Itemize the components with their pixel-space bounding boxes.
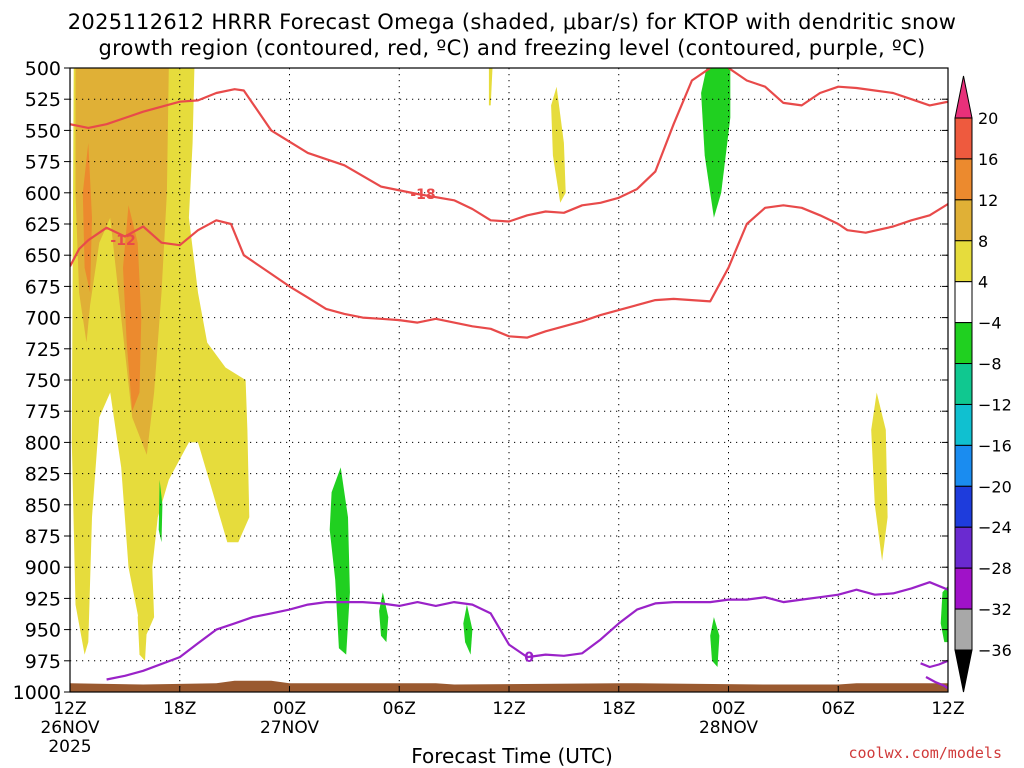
omega-region-9 <box>329 467 350 655</box>
y-tick-label-775: 775 <box>25 401 61 423</box>
chart-title-line-2: growth region (contoured, red, ºC) and f… <box>98 36 926 60</box>
dgz-contour-2 <box>70 203 948 339</box>
freezing-contour-0-label: 0 <box>524 650 534 666</box>
dgz-contour-2-label: -12 <box>110 233 135 249</box>
colorbar-label-0: 20 <box>978 109 998 128</box>
x-tick-label-1: 18Z <box>163 699 196 719</box>
grid-lines <box>70 68 948 692</box>
x-axis-title: Forecast Time (UTC) <box>411 744 613 768</box>
colorbar-swatch-7 <box>954 403 973 446</box>
x-tick-date-6: 28NOV <box>699 718 758 738</box>
x-tick-date-0: 26NOV <box>40 718 99 738</box>
x-tick-label-2: 00Z <box>273 699 306 719</box>
colorbar-label-5: −4 <box>978 314 1002 333</box>
omega-region-8 <box>701 68 731 218</box>
colorbar-swatch-8 <box>954 444 973 487</box>
y-tick-label-700: 700 <box>25 308 61 330</box>
freezing-contour-2 <box>925 676 948 690</box>
y-tick-label-900: 900 <box>25 557 61 579</box>
colorbar-swatch-0 <box>954 117 973 160</box>
credit-text: coolwx.com/models <box>848 744 1002 762</box>
x-tick-label-8: 12Z <box>931 699 964 719</box>
y-tick-label-725: 725 <box>25 339 61 361</box>
colorbar-label-1: 16 <box>978 150 998 169</box>
colorbar-swatch-12 <box>954 608 973 651</box>
omega-region-11 <box>463 604 473 655</box>
x-tick-label-5: 18Z <box>602 699 635 719</box>
y-tick-label-825: 825 <box>25 464 61 486</box>
colorbar-top-cap <box>954 75 973 119</box>
y-tick-label-525: 525 <box>25 89 61 111</box>
omega-shaded-regions <box>71 68 948 667</box>
x-tick-label-6: 00Z <box>712 699 745 719</box>
colorbar-swatch-2 <box>954 199 973 242</box>
colorbar-swatch-5 <box>954 322 973 365</box>
freezing-contour-1 <box>920 659 948 669</box>
y-tick-label-500: 500 <box>25 58 61 80</box>
x-tick-date-2: 27NOV <box>260 718 319 738</box>
colorbar-label-11: −28 <box>978 559 1012 578</box>
omega-region-4 <box>137 592 147 661</box>
y-tick-label-950: 950 <box>25 620 61 642</box>
colorbar: 20 16 12 8 4 −4 −8 −12 −16 −20 −24 −28 −32 −36 <box>954 75 1012 693</box>
y-tick-label-600: 600 <box>25 183 61 205</box>
omega-region-6 <box>123 205 142 412</box>
colorbar-swatch-11 <box>954 567 973 610</box>
omega-region-13 <box>710 617 720 667</box>
x-tick-label-4: 12Z <box>492 699 525 719</box>
x-tick-label-3: 06Z <box>383 699 416 719</box>
colorbar-label-2: 12 <box>978 191 998 210</box>
colorbar-label-10: −24 <box>978 518 1012 537</box>
y-tick-label-875: 875 <box>25 526 61 548</box>
colorbar-label-7: −12 <box>978 395 1012 414</box>
y-tick-label-800: 800 <box>25 432 61 454</box>
colorbar-swatch-9 <box>954 485 973 528</box>
x-tick-year-0: 2025 <box>48 737 91 757</box>
dgz-contour-0 <box>70 68 711 223</box>
colorbar-bottom-cap <box>954 649 973 693</box>
y-tick-label-975: 975 <box>25 651 61 673</box>
x-tick-label-0: 12Z <box>53 699 86 719</box>
omega-region-14 <box>940 585 948 643</box>
chart-title-line-1: 2025112612 HRRR Forecast Omega (shaded, … <box>67 10 957 34</box>
colorbar-swatch-10 <box>954 526 973 569</box>
colorbar-label-3: 8 <box>978 232 988 251</box>
omega-region-5 <box>75 68 169 455</box>
y-tick-label-650: 650 <box>25 245 61 267</box>
colorbar-swatch-3 <box>954 240 973 283</box>
y-tick-label-1000: 1000 <box>13 682 61 704</box>
x-tick-label-7: 06Z <box>822 699 855 719</box>
colorbar-swatch-4 <box>954 281 973 324</box>
y-tick-label-750: 750 <box>25 370 61 392</box>
y-tick-label-625: 625 <box>25 214 61 236</box>
y-tick-label-550: 550 <box>25 120 61 142</box>
colorbar-label-13: −36 <box>978 641 1012 660</box>
y-tick-label-575: 575 <box>25 152 61 174</box>
colorbar-label-4: 4 <box>978 273 988 292</box>
colorbar-label-9: −20 <box>978 477 1012 496</box>
omega-region-1 <box>488 68 493 106</box>
colorbar-label-8: −16 <box>978 436 1012 455</box>
freezing-contour-0 <box>106 581 948 681</box>
colorbar-swatch-6 <box>954 363 973 405</box>
colorbar-label-6: −8 <box>978 355 1002 374</box>
omega-region-7 <box>82 142 92 293</box>
y-tick-label-850: 850 <box>25 495 61 517</box>
dgz-contour-1 <box>727 68 948 107</box>
colorbar-swatch-1 <box>954 158 973 201</box>
dgz-contour-0-label: -18 <box>410 187 435 203</box>
colorbar-label-12: −32 <box>978 600 1012 619</box>
y-tick-label-925: 925 <box>25 588 61 610</box>
omega-region-12 <box>158 479 163 543</box>
omega-region-3 <box>871 392 888 561</box>
omega-region-10 <box>379 592 389 643</box>
contour-lines: -18 -12 0 <box>70 68 948 690</box>
y-axis: 500 525 550 575 600 625 650 675 700 725 750 775 800 8… <box>13 58 948 704</box>
y-tick-label-675: 675 <box>25 276 61 298</box>
omega-region-2 <box>551 86 566 203</box>
